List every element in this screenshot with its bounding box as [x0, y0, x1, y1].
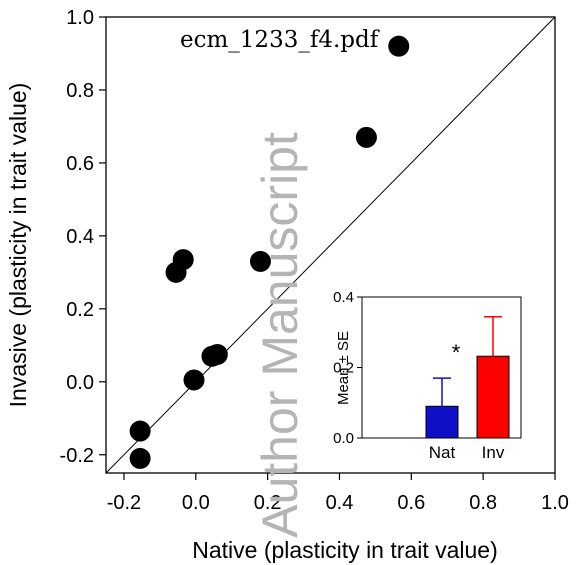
scatter-point — [355, 126, 377, 148]
inset-y-tick-label: 0.4 — [333, 289, 354, 306]
bar-inv — [476, 355, 510, 439]
y-tick-label: 0.2 — [66, 299, 94, 321]
x-tick-label: 0.0 — [182, 492, 210, 514]
scatter-point — [129, 447, 151, 469]
inset-category-label: Inv — [482, 443, 505, 462]
x-tick-label: 0.6 — [397, 492, 425, 514]
x-tick-label: 0.4 — [326, 492, 354, 514]
watermark: Author Manuscript — [252, 132, 308, 538]
y-tick-label: 0.0 — [66, 372, 94, 394]
inset-y-axis-label: Mean ± SE — [335, 331, 352, 405]
identity-line — [105, 16, 556, 474]
scatter-points — [129, 35, 410, 469]
x-tick-label: -0.2 — [107, 492, 141, 514]
y-tick-label: -0.2 — [60, 445, 94, 467]
y-tick-label: 0.6 — [66, 153, 94, 175]
main-plot: -0.2 0.0 0.2 0.4 0.6 0.8 1.0 -0.2 0.0 0.2 0.4 0.6 0… — [5, 7, 569, 563]
y-tick-label: 0.8 — [66, 80, 94, 102]
scatter-point — [129, 420, 151, 442]
x-axis-label: Native (plasticity in trait value) — [192, 537, 498, 563]
inset-y-tick-label: 0.0 — [333, 430, 354, 447]
scatter-point — [206, 343, 228, 365]
x-tick-label: 1.0 — [541, 492, 569, 514]
inset-bars: Nat Inv — [425, 315, 510, 462]
y-axis-ticks: -0.2 0.0 0.2 0.4 0.6 0.8 1.0 — [60, 7, 106, 467]
file-label: ecm_1233_f4.pdf — [180, 27, 380, 53]
significance-marker: * — [452, 340, 461, 365]
bar-nat — [425, 405, 459, 439]
y-tick-label: 0.4 — [66, 226, 94, 248]
x-axis-ticks: -0.2 0.0 0.2 0.4 0.6 0.8 1.0 — [107, 473, 569, 514]
inset-y-tick-label: 0.2 — [333, 360, 354, 377]
scatter-point — [388, 35, 410, 57]
scatter-point — [183, 369, 205, 391]
y-tick-label: 1.0 — [66, 7, 94, 29]
x-tick-label: 0.2 — [254, 492, 282, 514]
inset-y-axis-ticks: 0.0 0.2 0.4 — [333, 289, 362, 447]
scatter-point — [172, 249, 194, 271]
main-plot-frame — [105, 16, 556, 474]
inset-category-label: Nat — [429, 443, 456, 462]
inset-bar-chart: 0.0 0.2 0.4 Nat Inv Mean ± SE * — [333, 289, 522, 462]
x-tick-label: 0.8 — [469, 492, 497, 514]
scatter-point — [249, 250, 271, 272]
y-axis-label: Invasive (plasticity in trait value) — [5, 83, 31, 408]
